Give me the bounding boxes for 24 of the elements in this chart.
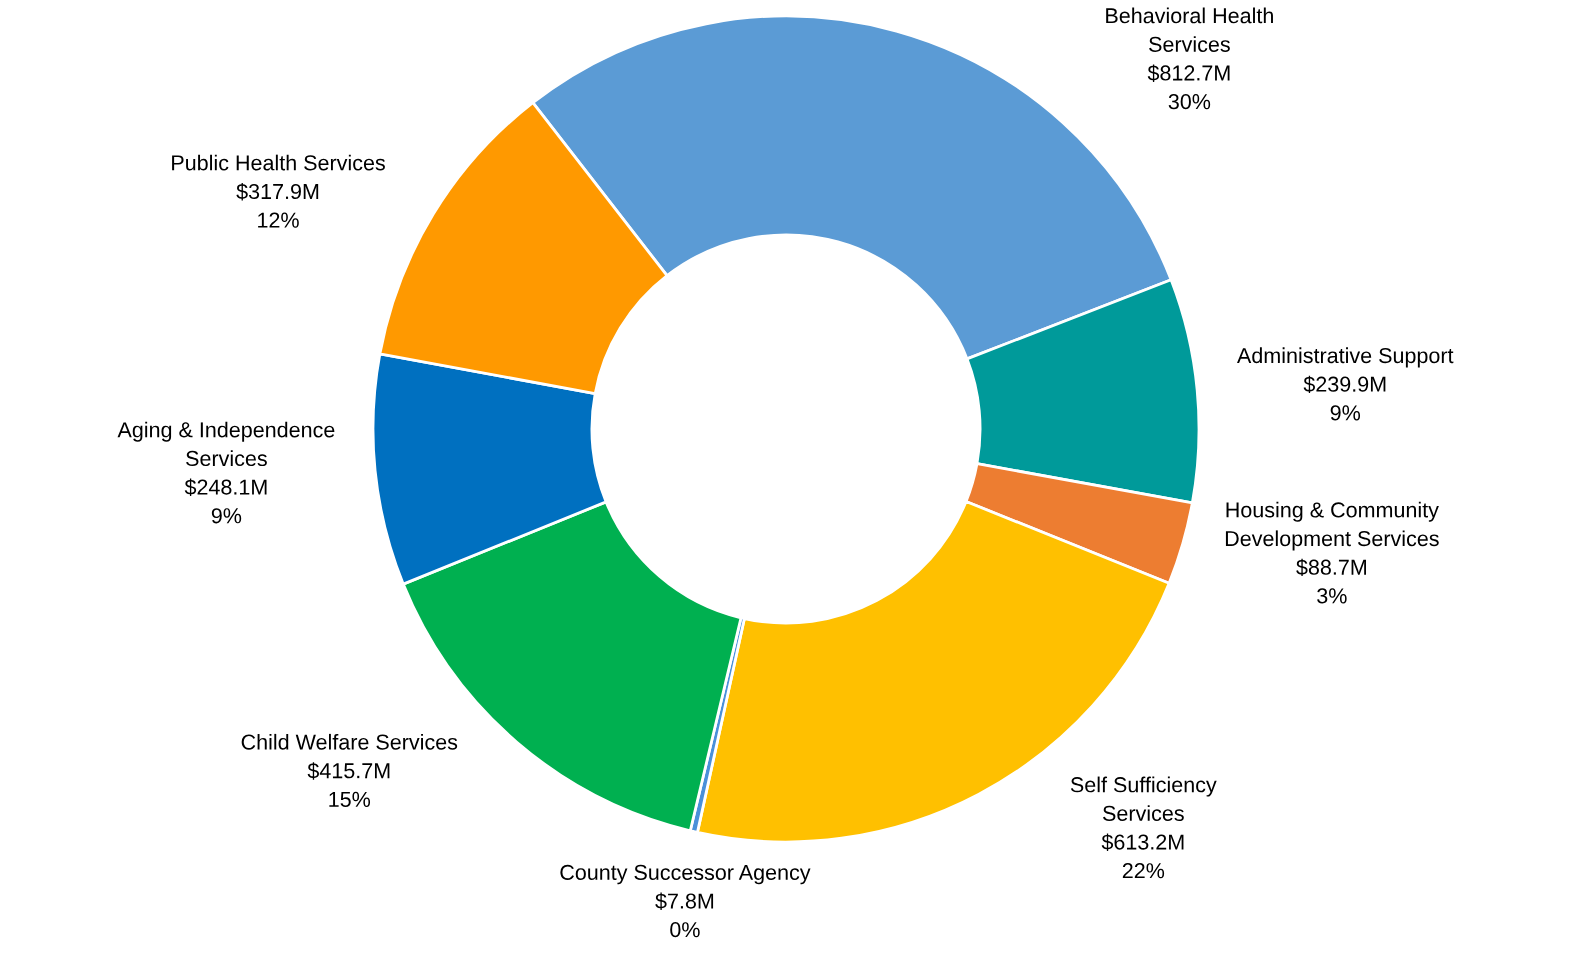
data-label: $248.1M xyxy=(184,478,267,497)
slice-label: Public Health Services xyxy=(172,154,385,171)
text: 22% xyxy=(1122,863,1165,879)
text: 9% xyxy=(1330,405,1361,421)
text: 15% xyxy=(329,791,371,807)
text: 12% xyxy=(258,212,299,228)
text: 3% xyxy=(1317,588,1347,604)
text: 30% xyxy=(1168,94,1211,110)
slice-label: Administrative Support xyxy=(1237,347,1454,368)
text: 9% xyxy=(211,508,242,524)
slice-label: Child Welfare Services xyxy=(241,733,458,750)
data-label: $415.7M xyxy=(307,762,390,780)
slice-label: Behavioral Health Services xyxy=(1106,7,1273,52)
slice-label: Housing & Community Development Services xyxy=(1225,501,1439,551)
data-label: $7.8M xyxy=(655,892,714,910)
data-label: $239.9M xyxy=(1303,375,1386,394)
slice-label: Aging & Independence Services xyxy=(117,421,335,467)
data-label: $317.9M xyxy=(236,182,319,201)
data-label: $613.2M xyxy=(1101,833,1184,851)
slice-label: Self Sufficiency Services xyxy=(1070,776,1217,822)
slice-label: County Successor Agency xyxy=(560,864,811,885)
text: 0% xyxy=(670,922,700,938)
data-label: $812.7M xyxy=(1147,64,1230,82)
data-label: $88.7M xyxy=(1296,558,1366,577)
